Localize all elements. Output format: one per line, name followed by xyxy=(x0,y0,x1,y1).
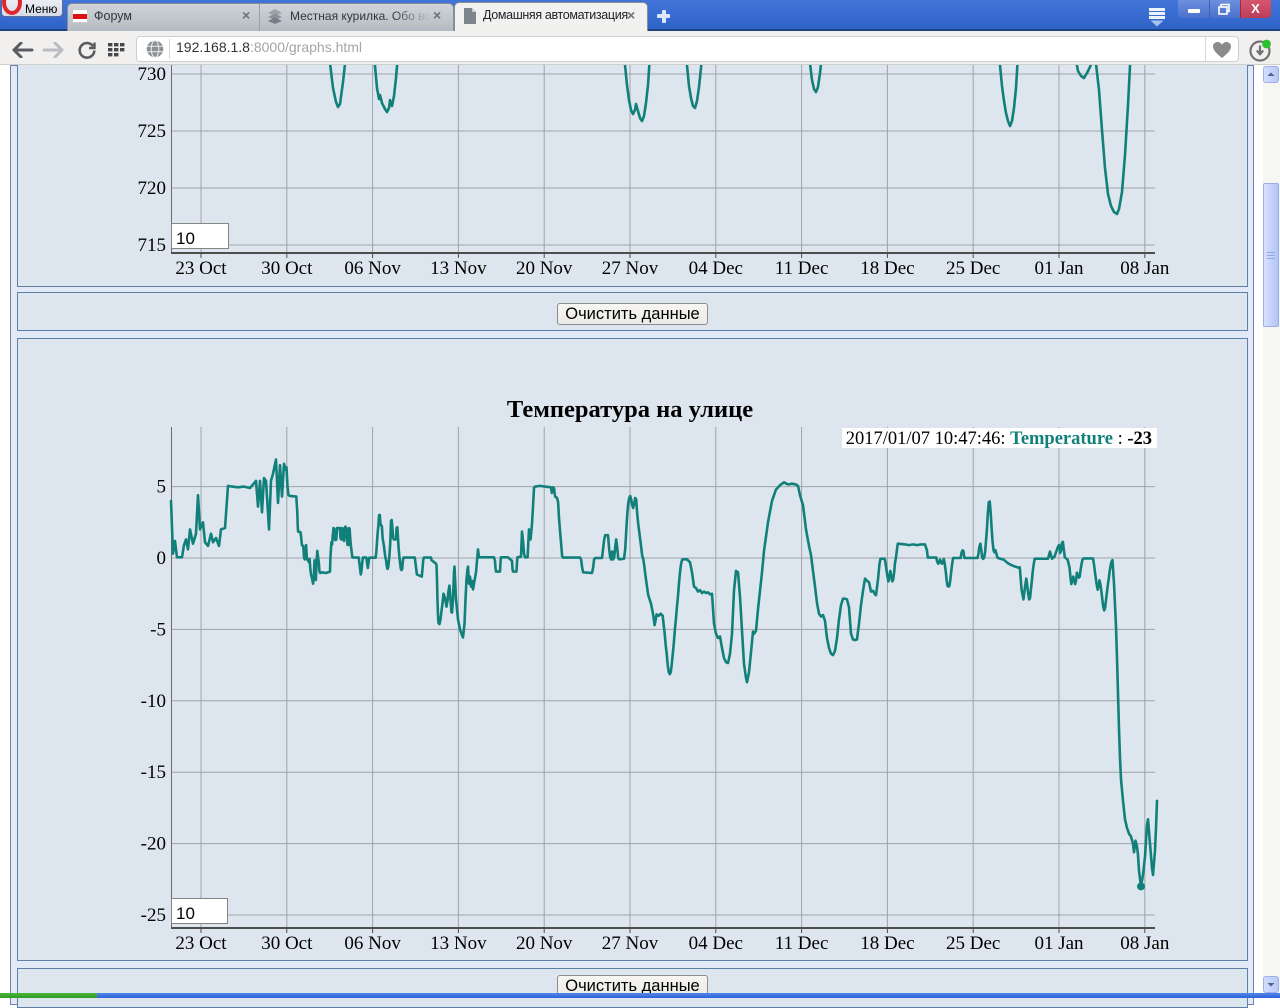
svg-text:13 Nov: 13 Nov xyxy=(430,258,487,279)
svg-text:-5: -5 xyxy=(150,619,166,640)
svg-text:13 Nov: 13 Nov xyxy=(430,933,487,954)
svg-text:11 Dec: 11 Dec xyxy=(775,933,829,954)
svg-text:720: 720 xyxy=(138,178,167,199)
svg-text:23 Oct: 23 Oct xyxy=(175,933,227,954)
svg-text:2017/01/07 10:47:46: Temperatu: 2017/01/07 10:47:46: Temperature : -23 xyxy=(846,429,1152,449)
svg-text:20 Nov: 20 Nov xyxy=(516,933,573,954)
svg-text:08 Jan: 08 Jan xyxy=(1120,933,1170,954)
svg-text:04 Dec: 04 Dec xyxy=(689,933,743,954)
svg-text:-25: -25 xyxy=(141,905,166,926)
svg-text:04 Dec: 04 Dec xyxy=(689,258,743,279)
svg-text:01 Jan: 01 Jan xyxy=(1034,258,1084,279)
svg-text:730: 730 xyxy=(138,65,167,85)
svg-text:30 Oct: 30 Oct xyxy=(261,258,313,279)
svg-text:27 Nov: 27 Nov xyxy=(602,258,659,279)
svg-text:-20: -20 xyxy=(141,834,166,855)
svg-text:01 Jan: 01 Jan xyxy=(1034,933,1084,954)
svg-text:715: 715 xyxy=(138,235,167,256)
svg-text:0: 0 xyxy=(157,548,167,569)
svg-text:06 Nov: 06 Nov xyxy=(344,258,401,279)
svg-text:11 Dec: 11 Dec xyxy=(775,258,829,279)
svg-text:08 Jan: 08 Jan xyxy=(1120,258,1170,279)
svg-text:25 Dec: 25 Dec xyxy=(946,258,1000,279)
svg-text:725: 725 xyxy=(138,121,167,142)
svg-text:18 Dec: 18 Dec xyxy=(860,258,914,279)
svg-text:27 Nov: 27 Nov xyxy=(602,933,659,954)
svg-text:-15: -15 xyxy=(141,762,166,783)
svg-text:-10: -10 xyxy=(141,691,166,712)
svg-text:5: 5 xyxy=(157,477,167,498)
svg-text:18 Dec: 18 Dec xyxy=(860,933,914,954)
svg-text:06 Nov: 06 Nov xyxy=(344,933,401,954)
svg-text:20 Nov: 20 Nov xyxy=(516,258,573,279)
svg-text:23 Oct: 23 Oct xyxy=(175,258,227,279)
svg-text:30 Oct: 30 Oct xyxy=(261,933,313,954)
svg-text:Температура на улице: Температура на улице xyxy=(507,396,753,423)
svg-text:25 Dec: 25 Dec xyxy=(946,933,1000,954)
